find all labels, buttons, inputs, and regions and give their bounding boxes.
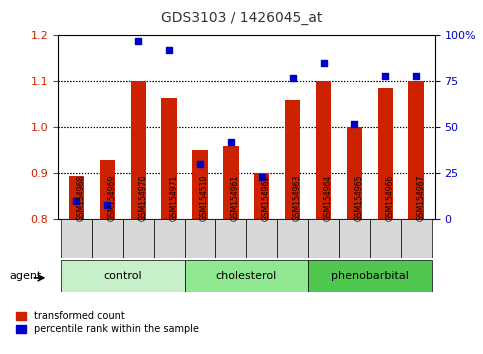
Text: GSM154969: GSM154969 <box>107 175 116 222</box>
FancyBboxPatch shape <box>277 219 308 258</box>
Bar <box>316 81 331 219</box>
Bar <box>285 100 300 219</box>
Point <box>227 139 235 145</box>
FancyBboxPatch shape <box>61 219 92 258</box>
Text: agent: agent <box>10 271 42 281</box>
Text: GDS3103 / 1426045_at: GDS3103 / 1426045_at <box>161 11 322 25</box>
FancyBboxPatch shape <box>401 219 432 258</box>
Point <box>72 198 80 204</box>
Point <box>412 73 420 79</box>
FancyBboxPatch shape <box>339 219 370 258</box>
Bar <box>130 81 146 219</box>
FancyBboxPatch shape <box>215 219 246 258</box>
Point <box>258 174 266 180</box>
Text: GSM154962: GSM154962 <box>262 175 271 222</box>
Text: GSM154961: GSM154961 <box>231 175 240 222</box>
Legend: transformed count, percentile rank within the sample: transformed count, percentile rank withi… <box>14 309 201 336</box>
Bar <box>347 127 362 219</box>
FancyBboxPatch shape <box>370 219 401 258</box>
Bar <box>223 146 239 219</box>
Text: GSM154968: GSM154968 <box>76 175 85 222</box>
Bar <box>254 173 270 219</box>
Point <box>351 121 358 127</box>
FancyBboxPatch shape <box>185 260 308 292</box>
Text: GSM154964: GSM154964 <box>324 175 332 222</box>
Text: GSM154965: GSM154965 <box>355 175 363 222</box>
Bar <box>192 150 208 219</box>
Text: GSM154967: GSM154967 <box>416 175 425 222</box>
Point <box>196 161 204 167</box>
Point <box>382 73 389 79</box>
Text: GSM154966: GSM154966 <box>385 175 394 222</box>
Text: control: control <box>103 271 142 281</box>
Text: GSM154970: GSM154970 <box>138 175 147 222</box>
Point <box>165 47 173 53</box>
FancyBboxPatch shape <box>61 260 185 292</box>
Point <box>289 75 297 81</box>
Bar <box>378 88 393 219</box>
FancyBboxPatch shape <box>308 219 339 258</box>
Text: phenobarbital: phenobarbital <box>331 271 409 281</box>
FancyBboxPatch shape <box>185 219 215 258</box>
FancyBboxPatch shape <box>92 219 123 258</box>
Text: GSM154963: GSM154963 <box>293 175 302 222</box>
Point <box>103 202 111 207</box>
Bar <box>409 81 424 219</box>
FancyBboxPatch shape <box>123 219 154 258</box>
FancyBboxPatch shape <box>308 260 432 292</box>
Text: GSM154971: GSM154971 <box>169 175 178 222</box>
Bar <box>161 97 177 219</box>
Point <box>320 60 327 66</box>
Text: cholesterol: cholesterol <box>216 271 277 281</box>
Bar <box>69 176 84 219</box>
Text: GSM154510: GSM154510 <box>200 175 209 222</box>
FancyBboxPatch shape <box>246 219 277 258</box>
FancyBboxPatch shape <box>154 219 185 258</box>
Point <box>134 38 142 44</box>
Bar <box>99 160 115 219</box>
